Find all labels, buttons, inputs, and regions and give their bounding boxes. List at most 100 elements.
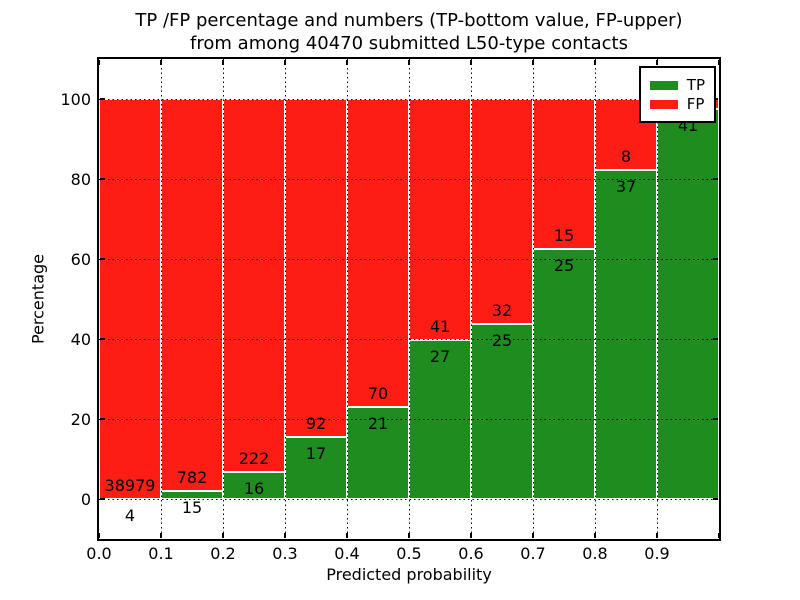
tp-count-label: 4 xyxy=(124,505,136,525)
y-tick xyxy=(713,418,718,420)
tp-count-label: 25 xyxy=(491,330,513,350)
bar-tp-segment xyxy=(409,340,471,499)
x-tick xyxy=(160,533,162,538)
bar-fp-segment xyxy=(409,99,471,341)
y-tick xyxy=(100,338,105,340)
bar-tp-segment xyxy=(223,472,285,499)
x-gridline xyxy=(222,59,224,539)
x-tick-label: 0.3 xyxy=(272,544,298,563)
bar-tp-segment xyxy=(595,170,657,499)
x-axis-label: Predicted probability xyxy=(326,565,492,584)
x-tick-label: 0.0 xyxy=(86,544,112,563)
y-tick-label: 20 xyxy=(70,410,91,429)
x-tick xyxy=(160,60,162,65)
legend: TP FP xyxy=(638,66,716,123)
bar-fp-segment xyxy=(223,99,285,473)
x-tick xyxy=(98,60,100,65)
legend-entry-tp: TP xyxy=(649,76,705,94)
x-tick xyxy=(470,60,472,65)
x-gridline xyxy=(408,59,410,539)
x-gridline xyxy=(470,59,472,539)
y-tick xyxy=(100,258,105,260)
x-gridline xyxy=(656,59,658,539)
x-tick-label: 0.5 xyxy=(396,544,422,563)
fp-count-label: 92 xyxy=(305,413,327,433)
x-tick xyxy=(718,60,720,65)
fp-count-label: 222 xyxy=(238,449,270,469)
bar-fp-segment xyxy=(347,99,409,407)
x-tick xyxy=(222,60,224,65)
y-tick-label: 60 xyxy=(70,250,91,269)
bar-fp-segment xyxy=(471,99,533,324)
tp-count-label: 21 xyxy=(367,413,389,433)
x-tick xyxy=(222,533,224,538)
fp-count-label: 782 xyxy=(176,468,208,488)
fp-count-label: 32 xyxy=(491,300,513,320)
x-tick xyxy=(346,533,348,538)
chart-title-line1: TP /FP percentage and numbers (TP-bottom… xyxy=(135,10,683,31)
tp-count-label: 15 xyxy=(181,498,203,518)
legend-swatch-fp xyxy=(649,99,678,109)
fp-count-label: 38979 xyxy=(104,475,156,495)
x-tick xyxy=(408,533,410,538)
legend-entry-fp: FP xyxy=(649,95,705,113)
bar-tp-segment xyxy=(471,323,533,499)
x-gridline xyxy=(284,59,286,539)
x-tick-label: 0.1 xyxy=(148,544,174,563)
x-tick xyxy=(284,533,286,538)
y-tick xyxy=(713,258,718,260)
y-tick xyxy=(713,498,718,500)
y-tick xyxy=(100,498,105,500)
y-tick xyxy=(100,418,105,420)
x-gridline xyxy=(160,59,162,539)
x-tick xyxy=(532,533,534,538)
tp-count-label: 16 xyxy=(243,479,265,499)
x-gridline xyxy=(594,59,596,539)
chart-title: TP /FP percentage and numbers (TP-bottom… xyxy=(99,9,719,55)
bar-tp-segment xyxy=(285,436,347,499)
x-tick xyxy=(98,533,100,538)
y-tick-label: 40 xyxy=(70,330,91,349)
x-tick xyxy=(532,60,534,65)
x-tick-label: 0.7 xyxy=(520,544,546,563)
bar-tp-segment xyxy=(657,108,719,499)
bar-tp-segment xyxy=(533,249,595,499)
x-tick-label: 0.2 xyxy=(210,544,236,563)
fp-count-label: 15 xyxy=(553,226,575,245)
x-tick xyxy=(470,533,472,538)
fp-count-label: 70 xyxy=(367,383,389,403)
x-gridline xyxy=(532,59,534,539)
y-tick xyxy=(100,178,105,180)
x-tick-label: 0.4 xyxy=(334,544,360,563)
chart-title-line2: from among 40470 submitted L50-type cont… xyxy=(190,33,628,54)
x-tick xyxy=(346,60,348,65)
x-tick xyxy=(718,533,720,538)
x-tick xyxy=(284,60,286,65)
tp-count-label: 25 xyxy=(553,256,575,275)
fp-count-label: 8 xyxy=(620,147,632,167)
x-gridline xyxy=(346,59,348,539)
y-tick xyxy=(100,98,105,100)
y-tick-label: 80 xyxy=(70,170,91,189)
x-tick-label: 0.8 xyxy=(582,544,608,563)
bar-fp-segment xyxy=(99,99,161,499)
x-tick xyxy=(656,533,658,538)
legend-swatch-tp xyxy=(649,80,678,90)
tp-count-label: 17 xyxy=(305,443,327,463)
x-tick xyxy=(656,60,658,65)
x-tick-label: 0.6 xyxy=(458,544,484,563)
legend-label-fp: FP xyxy=(686,95,705,113)
y-tick-label: 100 xyxy=(60,90,91,109)
tp-count-label: 27 xyxy=(429,347,451,367)
x-tick xyxy=(594,533,596,538)
legend-label-tp: TP xyxy=(686,76,705,94)
y-tick xyxy=(713,178,718,180)
fp-count-label: 41 xyxy=(429,317,451,337)
tp-count-label: 37 xyxy=(615,177,637,197)
bar-fp-segment xyxy=(285,99,347,437)
y-tick-label: 0 xyxy=(80,490,91,509)
y-tick xyxy=(713,338,718,340)
x-tick xyxy=(408,60,410,65)
bar-fp-segment xyxy=(161,99,223,492)
